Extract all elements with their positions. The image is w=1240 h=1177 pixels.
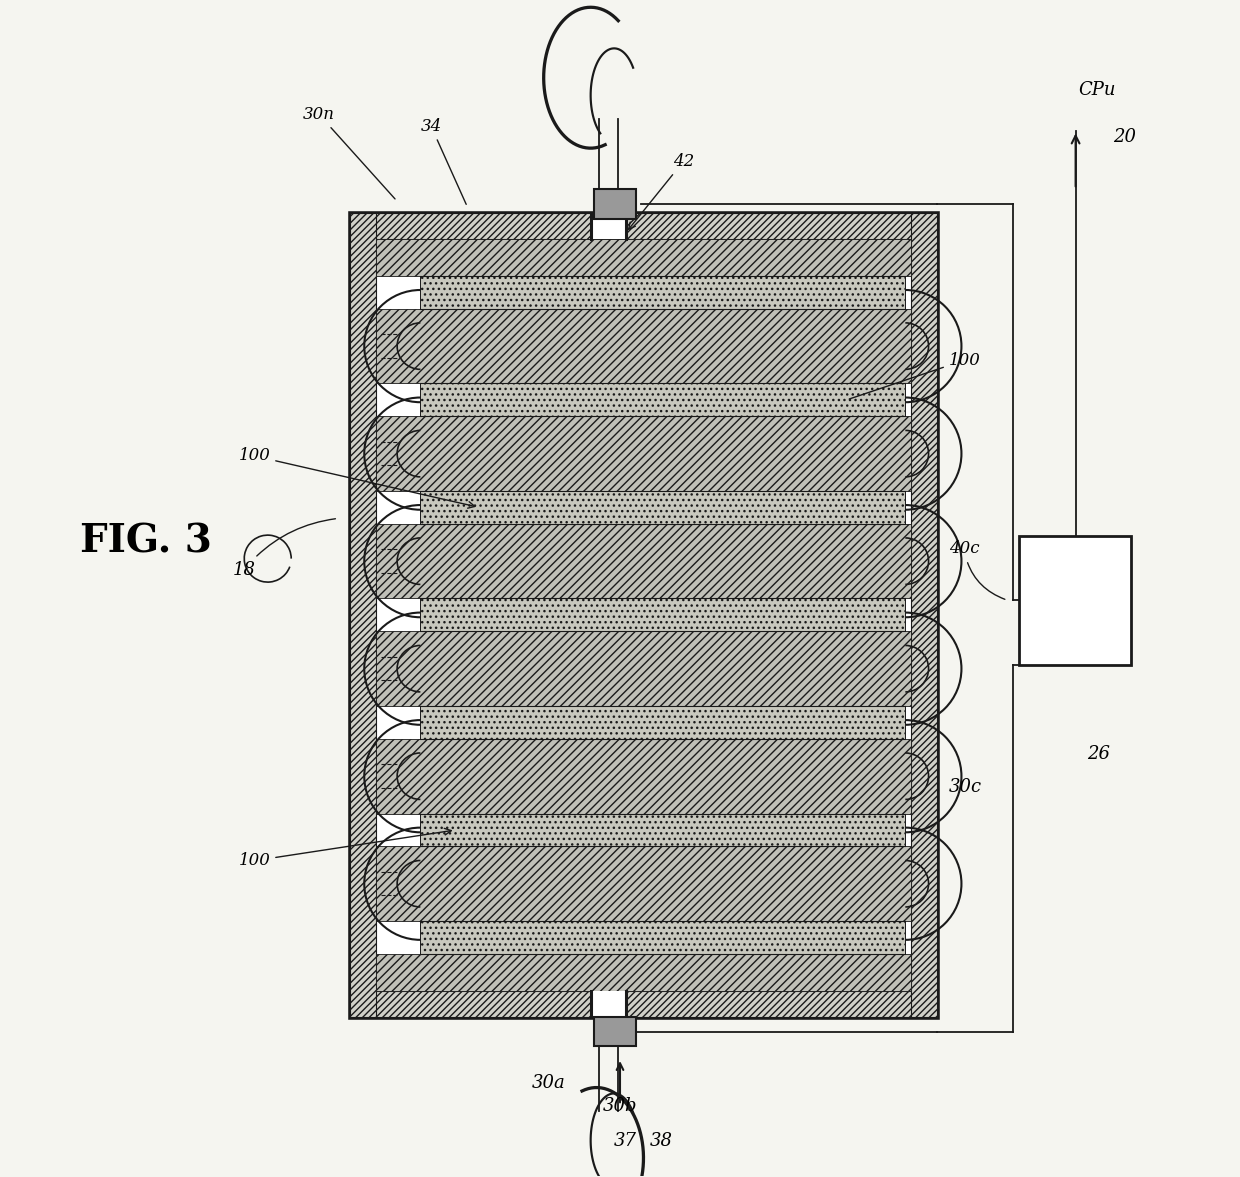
- Text: 37: 37: [614, 1132, 637, 1150]
- Text: 34: 34: [420, 118, 466, 205]
- Bar: [420, 706, 905, 739]
- Bar: [420, 491, 905, 524]
- Text: 100: 100: [849, 352, 981, 399]
- Bar: [376, 308, 911, 384]
- Bar: [1019, 536, 1131, 665]
- Text: 30a: 30a: [532, 1073, 565, 1091]
- Bar: [376, 524, 911, 598]
- Bar: [350, 213, 937, 239]
- Bar: [590, 991, 626, 1017]
- Bar: [420, 275, 905, 308]
- Bar: [376, 239, 911, 275]
- Bar: [350, 991, 937, 1017]
- Bar: [376, 953, 911, 991]
- Text: 40c: 40c: [949, 540, 1004, 599]
- Bar: [376, 631, 911, 706]
- Text: 20: 20: [1114, 128, 1136, 146]
- Bar: [420, 598, 905, 631]
- Bar: [420, 813, 905, 846]
- Bar: [376, 739, 911, 813]
- Bar: [590, 213, 626, 239]
- Bar: [594, 1017, 636, 1046]
- Bar: [911, 213, 937, 1017]
- Text: 30n: 30n: [303, 106, 396, 199]
- Text: 42: 42: [629, 153, 694, 230]
- Bar: [350, 213, 376, 1017]
- Text: 100: 100: [238, 447, 475, 508]
- Text: 38: 38: [650, 1132, 672, 1150]
- Text: CPu: CPu: [1078, 81, 1116, 99]
- Bar: [376, 846, 911, 922]
- Bar: [420, 384, 905, 417]
- Text: 30b: 30b: [603, 1097, 637, 1115]
- Bar: [376, 417, 911, 491]
- Bar: [594, 189, 636, 219]
- Text: 100: 100: [238, 829, 451, 869]
- Text: FIG. 3: FIG. 3: [79, 523, 212, 560]
- Bar: [420, 922, 905, 953]
- Bar: [350, 213, 937, 1017]
- Text: 26: 26: [1087, 745, 1110, 763]
- Text: 18: 18: [233, 519, 336, 579]
- Text: 30c: 30c: [949, 778, 982, 796]
